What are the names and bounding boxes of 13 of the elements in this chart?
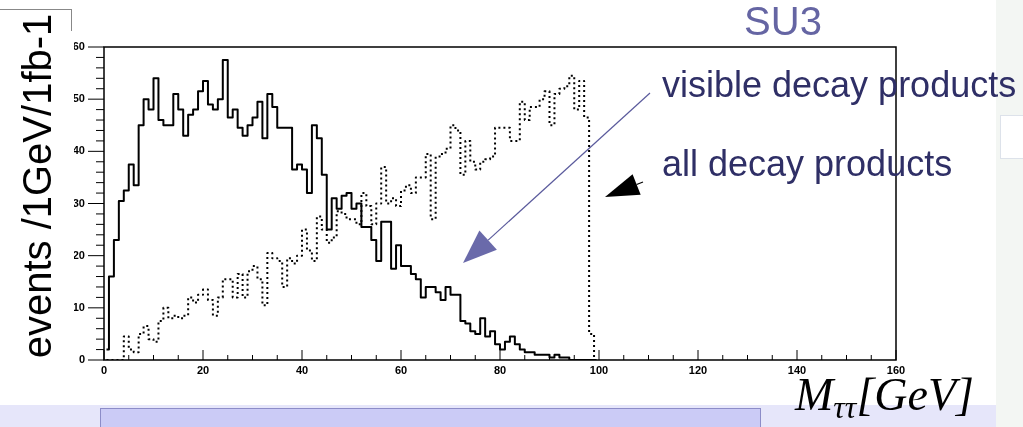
y-tick-label: 10 bbox=[72, 300, 85, 313]
x-tick-label: 0 bbox=[100, 363, 108, 376]
x-tick-label: 20 bbox=[196, 363, 210, 376]
x-tick-label: 160 bbox=[886, 363, 906, 376]
x-tick-label: 80 bbox=[493, 363, 507, 376]
y-axis-title: events /1GeV/1fb-1 bbox=[15, 13, 59, 359]
chart-title: SU3 bbox=[744, 0, 822, 43]
x-tick-label: 120 bbox=[688, 363, 708, 376]
x-tick-label: 140 bbox=[787, 363, 807, 376]
x-tick-label: 60 bbox=[394, 363, 408, 376]
x-tick-label: 100 bbox=[589, 363, 609, 376]
y-tick-label: 0 bbox=[78, 353, 85, 366]
x-tick-label: 40 bbox=[295, 363, 309, 376]
